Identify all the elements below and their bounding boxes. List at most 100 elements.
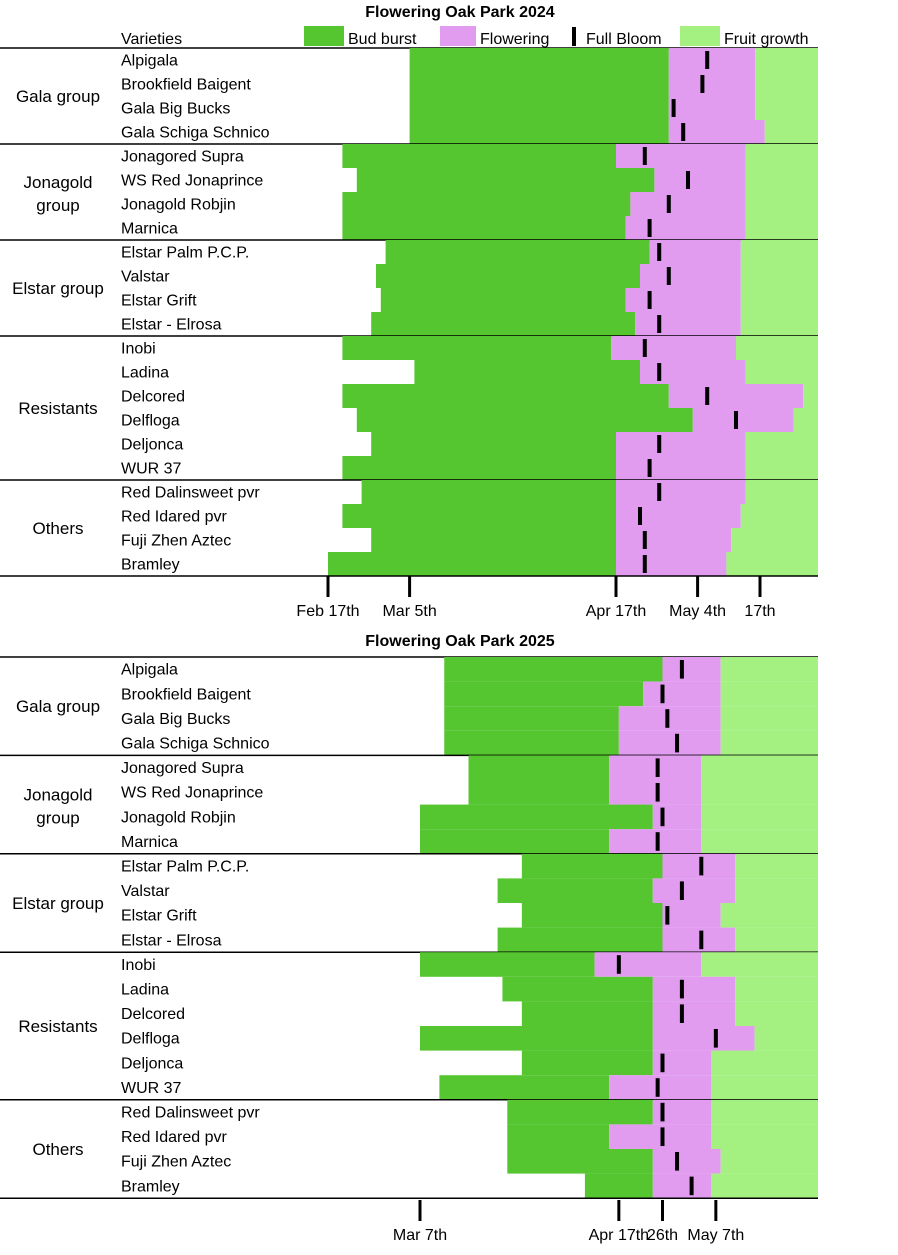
flowering-bar <box>668 96 756 120</box>
fruit-growth-bar <box>711 1075 818 1100</box>
flowering-bar <box>649 240 741 264</box>
bud-burst-bar <box>444 730 619 756</box>
x-axis-tick-label: 26th <box>647 1227 678 1244</box>
fruit-growth-bar <box>711 1173 818 1199</box>
bud-burst-bar <box>342 216 626 240</box>
flowering-bar <box>616 456 746 480</box>
flowering-bar <box>618 706 721 731</box>
variety-label: Alpigala <box>121 52 178 69</box>
variety-label: Jonagold Robjin <box>121 809 236 826</box>
variety-label: Elstar - Elrosa <box>121 316 222 333</box>
bud-burst-bar <box>361 480 616 504</box>
variety-label: Inobi <box>121 957 156 974</box>
bud-burst-bar <box>521 903 663 928</box>
bud-burst-bar <box>507 1099 653 1125</box>
variety-label: Gala Big Bucks <box>121 711 230 728</box>
flowering-bar <box>640 264 741 288</box>
variety-label: Fuji Zhen Aztec <box>121 532 231 549</box>
bud-burst-bar <box>468 780 610 805</box>
bud-burst-bar <box>439 1075 610 1100</box>
flowering-bar <box>609 1075 711 1100</box>
bud-burst-bar <box>371 312 636 336</box>
full-bloom-marker <box>700 75 705 93</box>
bud-burst-bar <box>507 1124 610 1149</box>
fruit-growth-bar <box>731 528 818 552</box>
variety-label: WUR 37 <box>121 460 182 477</box>
flowering-bar <box>609 829 702 854</box>
variety-label: Red Dalinsweet pvr <box>121 1105 260 1122</box>
fruit-growth-bar <box>793 408 818 432</box>
bud-burst-bar <box>371 432 616 456</box>
bud-burst-bar <box>521 1001 653 1026</box>
bud-burst-bar <box>502 976 653 1002</box>
legend-bud-burst-label: Bud burst <box>348 31 417 48</box>
bud-burst-bar <box>356 168 655 192</box>
full-bloom-marker <box>647 291 652 309</box>
bud-burst-bar <box>409 72 669 96</box>
fruit-growth-bar <box>740 288 818 312</box>
variety-label: Gala Schiga Schnico <box>121 736 270 753</box>
fruit-growth-bar <box>701 829 818 854</box>
full-bloom-marker <box>665 709 670 728</box>
full-bloom-marker <box>655 1078 660 1097</box>
full-bloom-marker <box>657 483 662 501</box>
bud-burst-bar <box>342 192 631 216</box>
full-bloom-marker <box>675 1152 680 1171</box>
flowering-bar <box>635 312 741 336</box>
variety-label: Elstar - Elrosa <box>121 932 222 949</box>
flowering-bar <box>652 1001 736 1026</box>
group-label: Gala group <box>16 697 100 716</box>
full-bloom-marker <box>679 1004 684 1023</box>
flowering-bar <box>611 336 736 360</box>
bud-burst-bar <box>507 1149 653 1174</box>
variety-label: Inobi <box>121 340 156 357</box>
group-label: Resistants <box>18 399 97 418</box>
legend-fruit-growth-label: Fruit growth <box>724 31 808 48</box>
full-bloom-marker <box>679 660 684 679</box>
variety-label: WS Red Jonaprince <box>121 785 263 802</box>
full-bloom-marker <box>642 555 647 573</box>
variety-label: Bramley <box>121 556 180 573</box>
fruit-growth-bar <box>711 1099 818 1125</box>
x-axis-tick-label: Apr 17th <box>589 1227 649 1244</box>
fruit-growth-bar <box>720 681 818 707</box>
fruit-growth-bar <box>720 1149 818 1174</box>
legend-full-bloom-label: Full Bloom <box>586 31 662 48</box>
legend-flowering-swatch <box>440 26 476 46</box>
bud-burst-bar <box>420 952 595 977</box>
variety-label: Red Idared pvr <box>121 1129 228 1146</box>
variety-label: Valstar <box>121 883 170 900</box>
fruit-growth-bar <box>701 755 818 780</box>
full-bloom-marker <box>666 267 671 285</box>
flowering-bar <box>668 72 756 96</box>
variety-label: Ladina <box>121 982 169 999</box>
bud-burst-bar <box>342 384 669 408</box>
flowering-bar <box>652 1173 711 1199</box>
x-axis-tick-label: May 7th <box>687 1227 744 1244</box>
flowering-bar <box>643 681 721 707</box>
bud-burst-bar <box>497 927 663 953</box>
fruit-growth-bar <box>735 927 818 953</box>
bud-burst-bar <box>444 681 644 707</box>
full-bloom-marker <box>671 99 676 117</box>
full-bloom-marker <box>660 807 665 827</box>
variety-label: Delcored <box>121 388 185 405</box>
x-axis-tick-label: 17th <box>744 603 775 620</box>
variety-label: Elstar Palm P.C.P. <box>121 859 249 876</box>
group-label: Others <box>32 1140 83 1159</box>
full-bloom-marker <box>647 459 652 477</box>
x-axis-tick-label: May 4th <box>669 603 726 620</box>
plot-area: Alpigala Brookfield Baigent Gala Big Bucks… <box>0 47 818 1244</box>
bud-burst-bar <box>376 264 640 288</box>
group-label: Jonagold <box>23 786 92 805</box>
fruit-growth-bar <box>745 192 818 216</box>
full-bloom-marker <box>705 387 710 405</box>
flowering-bar <box>616 480 746 504</box>
flowering-bar <box>652 804 702 830</box>
fruit-growth-bar <box>711 1050 818 1076</box>
bud-burst-bar <box>414 360 640 384</box>
variety-label: Red Idared pvr <box>121 508 228 525</box>
full-bloom-marker <box>642 339 647 357</box>
full-bloom-marker <box>657 315 662 333</box>
